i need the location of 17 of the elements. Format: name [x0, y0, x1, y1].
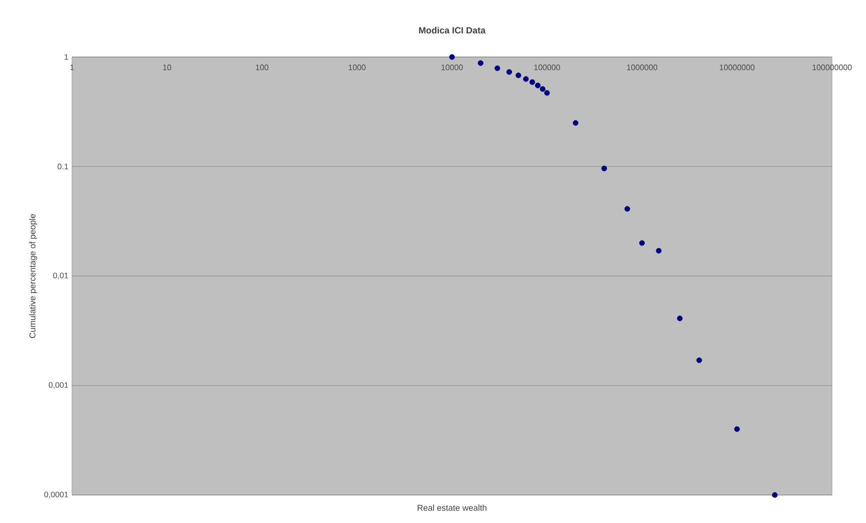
x-tick-label: 10 — [163, 64, 172, 70]
x-tick-label: 10000 — [441, 64, 463, 70]
x-axis-title: Real estate wealth — [418, 504, 486, 511]
y-tick-label: 1 — [64, 54, 68, 60]
x-tick-label: 100000000 — [812, 64, 852, 70]
y-tick-label: 0,001 — [48, 382, 68, 389]
y-tick-label: 0,01 — [53, 272, 68, 280]
x-tick-label: 1000 — [348, 64, 366, 70]
x-tick-label: 10000000 — [720, 64, 754, 70]
y-tick-label: 0.1 — [58, 164, 68, 170]
y-axis-title: Cumulative percentage of people — [29, 214, 38, 338]
x-tick-label: 100000 — [534, 64, 560, 70]
x-tick-label: 1 — [70, 64, 74, 70]
x-tick-label: 1000000 — [627, 64, 658, 70]
chart-title: Modica ICI Data — [419, 26, 486, 34]
y-tick-label: 0,0001 — [44, 492, 68, 498]
x-tick-label: 100 — [256, 64, 268, 70]
